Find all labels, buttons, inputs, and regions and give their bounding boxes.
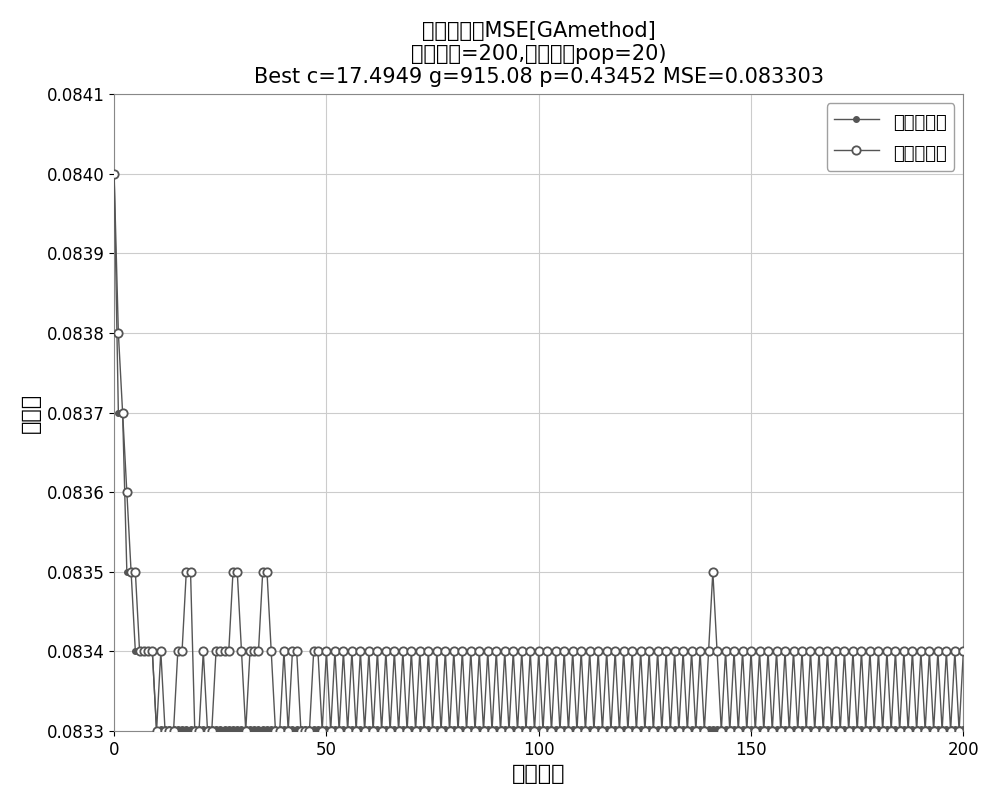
平均适应度	[108, 169, 120, 179]
Line: 最佳适应度: 最佳适应度	[111, 171, 966, 733]
X-axis label: 进化代数: 进化代数	[512, 764, 565, 784]
平均适应度	[422, 646, 434, 656]
Y-axis label: 适应度: 适应度	[21, 393, 41, 432]
最佳适应度	[889, 724, 901, 733]
最佳适应度	[469, 724, 481, 733]
Title: 适应度曲线MSE[GAmethod]
终止代数=200,种群数量pop=20)
Best c=17.4949 g=915.08 p=0.43452 MSE=0.: 适应度曲线MSE[GAmethod] 终止代数=200,种群数量pop=20) …	[254, 21, 824, 87]
最佳适应度	[108, 169, 120, 179]
最佳适应度	[571, 724, 583, 733]
平均适应度	[957, 646, 969, 656]
平均适应度	[571, 726, 583, 736]
平均适应度	[189, 726, 201, 736]
最佳适应度	[112, 408, 124, 418]
最佳适应度	[957, 724, 969, 733]
Line: 平均适应度: 平均适应度	[110, 170, 968, 735]
最佳适应度	[422, 724, 434, 733]
最佳适应度	[189, 724, 201, 733]
最佳适应度	[151, 726, 163, 736]
平均适应度	[151, 726, 163, 736]
平均适应度	[889, 646, 901, 656]
Legend: 最佳适应度, 平均适应度: 最佳适应度, 平均适应度	[827, 103, 954, 171]
平均适应度	[469, 726, 481, 736]
平均适应度	[112, 328, 124, 338]
